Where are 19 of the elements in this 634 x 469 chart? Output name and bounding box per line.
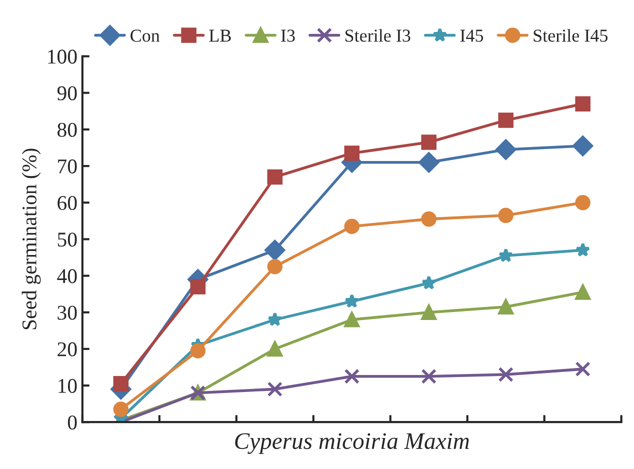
legend-label: LB [209,30,231,42]
y-tick-label: 30 [58,306,77,320]
y-tick-label: 90 [57,86,77,100]
y-tick-label: 40 [57,269,77,284]
legend-label: Sterile I3 [345,29,410,42]
y-tick-label: 60 [58,196,77,210]
y-tick-label: 0 [68,415,77,430]
x-axis-title: Cyperus micoiria Maxim [235,433,469,454]
y-tick-label: 10 [58,378,77,393]
y-axis-title: Seed germination (%) [22,148,41,330]
legend-label: Con [130,30,160,42]
y-tick-label: 70 [58,159,77,174]
y-tick-label: 50 [58,232,77,247]
y-tick-label: 80 [58,122,77,137]
y-tick-label: 100 [48,50,77,64]
legend-label: I45 [460,30,484,42]
legend-label: I3 [281,30,295,42]
y-tick-label: 20 [58,342,77,356]
legend-label: Sterile I45 [534,29,608,42]
